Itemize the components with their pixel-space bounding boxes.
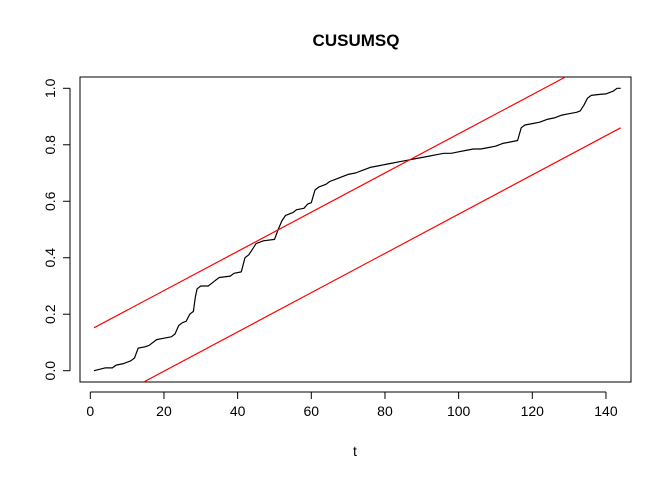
x-tick-label: 60 [304,403,320,419]
x-tick-label: 120 [521,403,545,419]
x-axis: 0 20 40 60 80 100 120 140 [86,391,618,419]
series-layer [93,76,621,383]
cusumsq-series-line [93,87,621,372]
y-axis: 0.0 0.2 0.4 0.6 0.8 1.0 [42,78,71,381]
y-tick-label: 0.4 [42,248,58,268]
lower-bound-line [143,127,621,383]
y-tick-label: 1.0 [42,78,58,98]
upper-bound-line [93,76,566,329]
x-tick-label: 100 [447,403,471,419]
x-axis-label: t [353,443,357,459]
plot-frame [79,76,632,383]
chart-title: CUSUMSQ [313,31,400,50]
y-tick-label: 0.0 [42,361,58,381]
x-tick-label: 140 [594,403,618,419]
x-tick-label: 80 [377,403,393,419]
y-tick-label: 0.8 [42,135,58,155]
x-tick-label: 0 [86,403,94,419]
x-tick-label: 40 [230,403,246,419]
y-tick-label: 0.2 [42,304,58,324]
y-tick-label: 0.6 [42,191,58,211]
x-tick-label: 20 [156,403,172,419]
